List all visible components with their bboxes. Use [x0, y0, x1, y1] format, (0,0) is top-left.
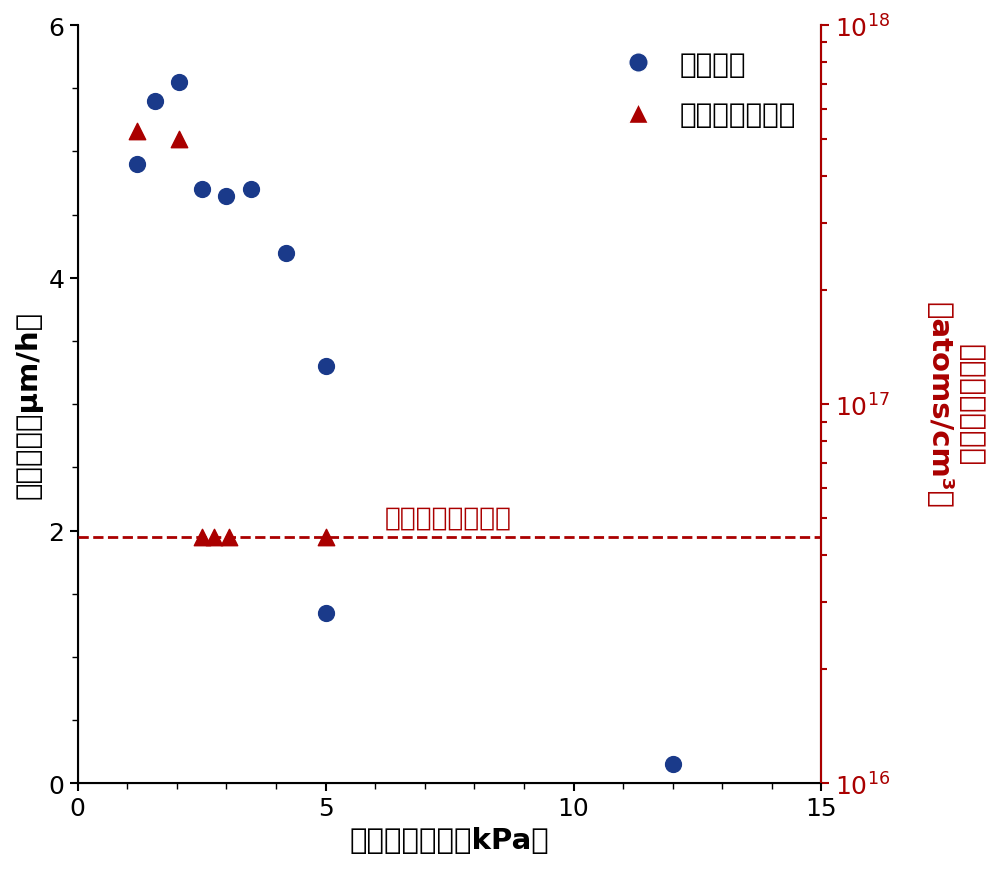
- Point: [243, 183, 259, 197]
- Point: [665, 758, 681, 772]
- Point: [171, 133, 187, 147]
- Point: [218, 189, 234, 203]
- Point: [318, 530, 334, 544]
- Point: [318, 360, 334, 374]
- Y-axis label: 成長速度（μm/h）: 成長速度（μm/h）: [15, 311, 43, 499]
- Point: [221, 530, 237, 544]
- Legend: 成長速度, 炭素不純物濃度: 成長速度, 炭素不純物濃度: [600, 40, 808, 140]
- X-axis label: 成長炉内圧力（kPa）: 成長炉内圧力（kPa）: [350, 826, 549, 854]
- Point: [194, 183, 210, 197]
- Point: [194, 530, 210, 544]
- Point: [206, 530, 222, 544]
- Point: [129, 158, 145, 172]
- Point: [129, 125, 145, 139]
- Text: 炭素元素検出下限: 炭素元素検出下限: [385, 505, 512, 531]
- Point: [147, 95, 163, 109]
- Point: [171, 76, 187, 90]
- Y-axis label: 炭素不純物濃度
（atoms/cm³）: 炭素不純物濃度 （atoms/cm³）: [925, 302, 985, 508]
- Point: [278, 246, 294, 260]
- Point: [318, 606, 334, 620]
